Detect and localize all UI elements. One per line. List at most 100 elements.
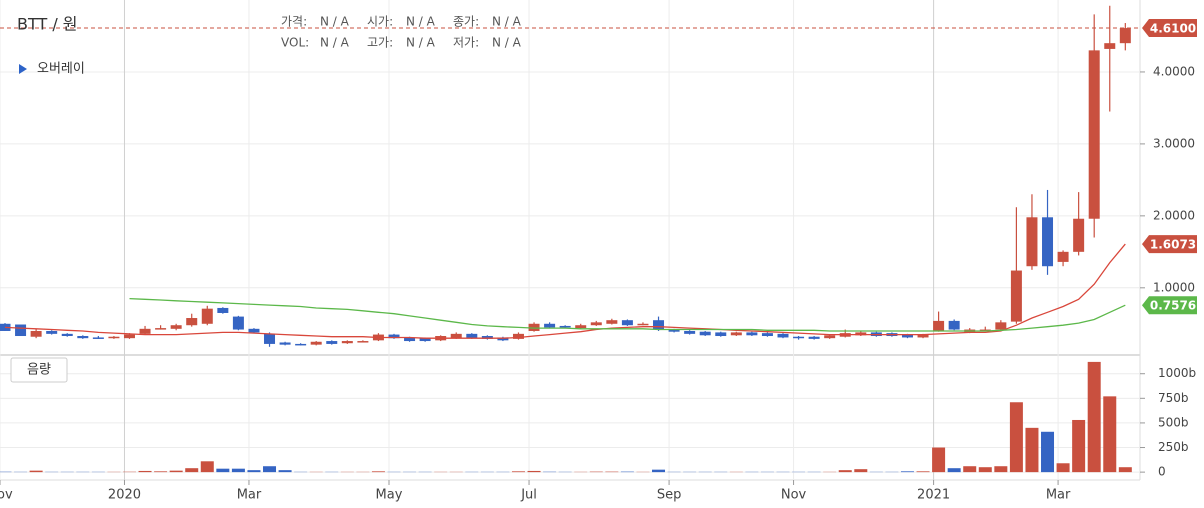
candle-body (404, 337, 416, 342)
info-label: 종가: (453, 15, 479, 29)
volume-button-box[interactable] (10, 357, 68, 383)
candle-body (715, 332, 727, 337)
candle-body (917, 334, 929, 338)
candle-body (979, 329, 991, 332)
volume-bar (1072, 419, 1086, 473)
candle-body (92, 337, 104, 339)
candle-body (730, 332, 742, 336)
candle-body (1073, 218, 1085, 252)
volume-bar (1103, 396, 1117, 473)
candle-body (699, 331, 711, 336)
price-tag (1142, 235, 1197, 254)
overlay-button[interactable]: 오버레이 (37, 62, 85, 77)
candle-body (30, 330, 42, 337)
candle-body (777, 333, 789, 338)
candle-body (1026, 217, 1038, 267)
candle-body (481, 336, 493, 339)
volume-bar (263, 466, 277, 473)
candle-body (544, 323, 556, 328)
candle-body (264, 333, 276, 344)
y-tick-label: 3.0000 (1153, 136, 1195, 150)
candle-body (357, 341, 369, 343)
volume-bar (1025, 427, 1039, 473)
candle-body (155, 328, 167, 330)
x-tick-label: 2020 (108, 488, 141, 503)
candle-body (139, 328, 151, 334)
y-tick-label: 1.0000 (1153, 280, 1195, 294)
overlay-icon[interactable] (19, 64, 27, 74)
candle-body (232, 316, 244, 330)
candle-body (450, 333, 462, 339)
volume-bar (371, 471, 385, 473)
x-tick-label: Nov (781, 488, 807, 503)
volume-bar (994, 466, 1008, 473)
candle-body (684, 330, 696, 334)
volume-bar (1041, 431, 1055, 473)
x-tick-label: May (376, 488, 403, 503)
info-value: N / A (492, 15, 522, 29)
candle-body (1119, 28, 1131, 44)
volume-bar (900, 471, 914, 473)
candle-body (855, 332, 867, 336)
candle-body (108, 336, 120, 339)
candle-body (341, 341, 353, 344)
candle-body (528, 323, 540, 331)
candle-body (1057, 251, 1069, 262)
candle-body (933, 320, 945, 331)
volume-bar (1118, 467, 1132, 473)
volume-bar (854, 469, 868, 473)
y-tick-label: 2.0000 (1153, 208, 1195, 222)
candle-body (326, 341, 338, 344)
candle-body (388, 334, 400, 339)
candle-body (61, 333, 73, 337)
candle-body (948, 320, 960, 330)
candle-body (606, 320, 618, 324)
candle-body (310, 341, 322, 345)
candle-body (123, 334, 135, 339)
x-tick-label: Nov (0, 488, 13, 503)
info-label: VOL: (281, 36, 309, 50)
candle-body (824, 335, 836, 339)
candle-body (295, 343, 307, 346)
candle-body (419, 338, 431, 342)
candle-body (559, 325, 571, 328)
volume-bar (231, 468, 245, 473)
x-tick-label: Jul (520, 488, 537, 503)
volume-bar (154, 471, 168, 473)
x-tick-label: Mar (237, 488, 262, 503)
volume-bar (947, 468, 961, 473)
volume-tick-label: 250b (1158, 440, 1189, 454)
volume-bar (29, 470, 43, 473)
info-label: 고가: (367, 36, 393, 50)
candle-body (170, 325, 182, 329)
volume-bar (932, 447, 946, 473)
candle-body (637, 323, 649, 326)
info-value: N / A (320, 15, 350, 29)
volume-bar (1056, 463, 1070, 473)
candle-body (653, 320, 665, 330)
volume-bar (278, 470, 292, 473)
volume-bar (978, 467, 992, 473)
candle-body (512, 333, 524, 339)
volume-bar (185, 468, 199, 473)
labels: BTT / 원 오버레이 음량 가격: N / A 시가: N / A 종가: N / A… (0, 15, 1197, 503)
candle-body (1042, 217, 1054, 267)
candle-body (808, 336, 820, 339)
volume-bar (1009, 402, 1023, 473)
candle-body (901, 334, 913, 338)
volume-bar (169, 470, 183, 473)
volume-bar (216, 468, 230, 473)
volume-bar (511, 471, 525, 473)
info-value: N / A (406, 15, 436, 29)
candle-body (279, 342, 291, 345)
moving-average-line (4, 243, 1126, 339)
candle-body (575, 325, 587, 329)
candle-body (77, 336, 89, 339)
volume-bar (138, 470, 152, 473)
volume-button[interactable]: 음량 (27, 363, 51, 378)
marks (0, 5, 1140, 473)
chart-title: BTT / 원 (17, 15, 78, 34)
volume-bar (916, 471, 930, 473)
candle-body (497, 337, 509, 341)
